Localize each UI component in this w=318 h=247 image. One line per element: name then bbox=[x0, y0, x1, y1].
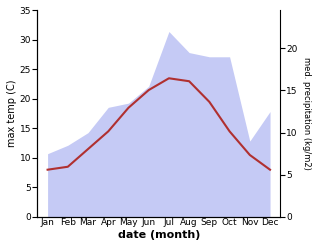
Y-axis label: max temp (C): max temp (C) bbox=[7, 80, 17, 147]
Y-axis label: med. precipitation (kg/m2): med. precipitation (kg/m2) bbox=[302, 57, 311, 170]
X-axis label: date (month): date (month) bbox=[118, 230, 200, 240]
